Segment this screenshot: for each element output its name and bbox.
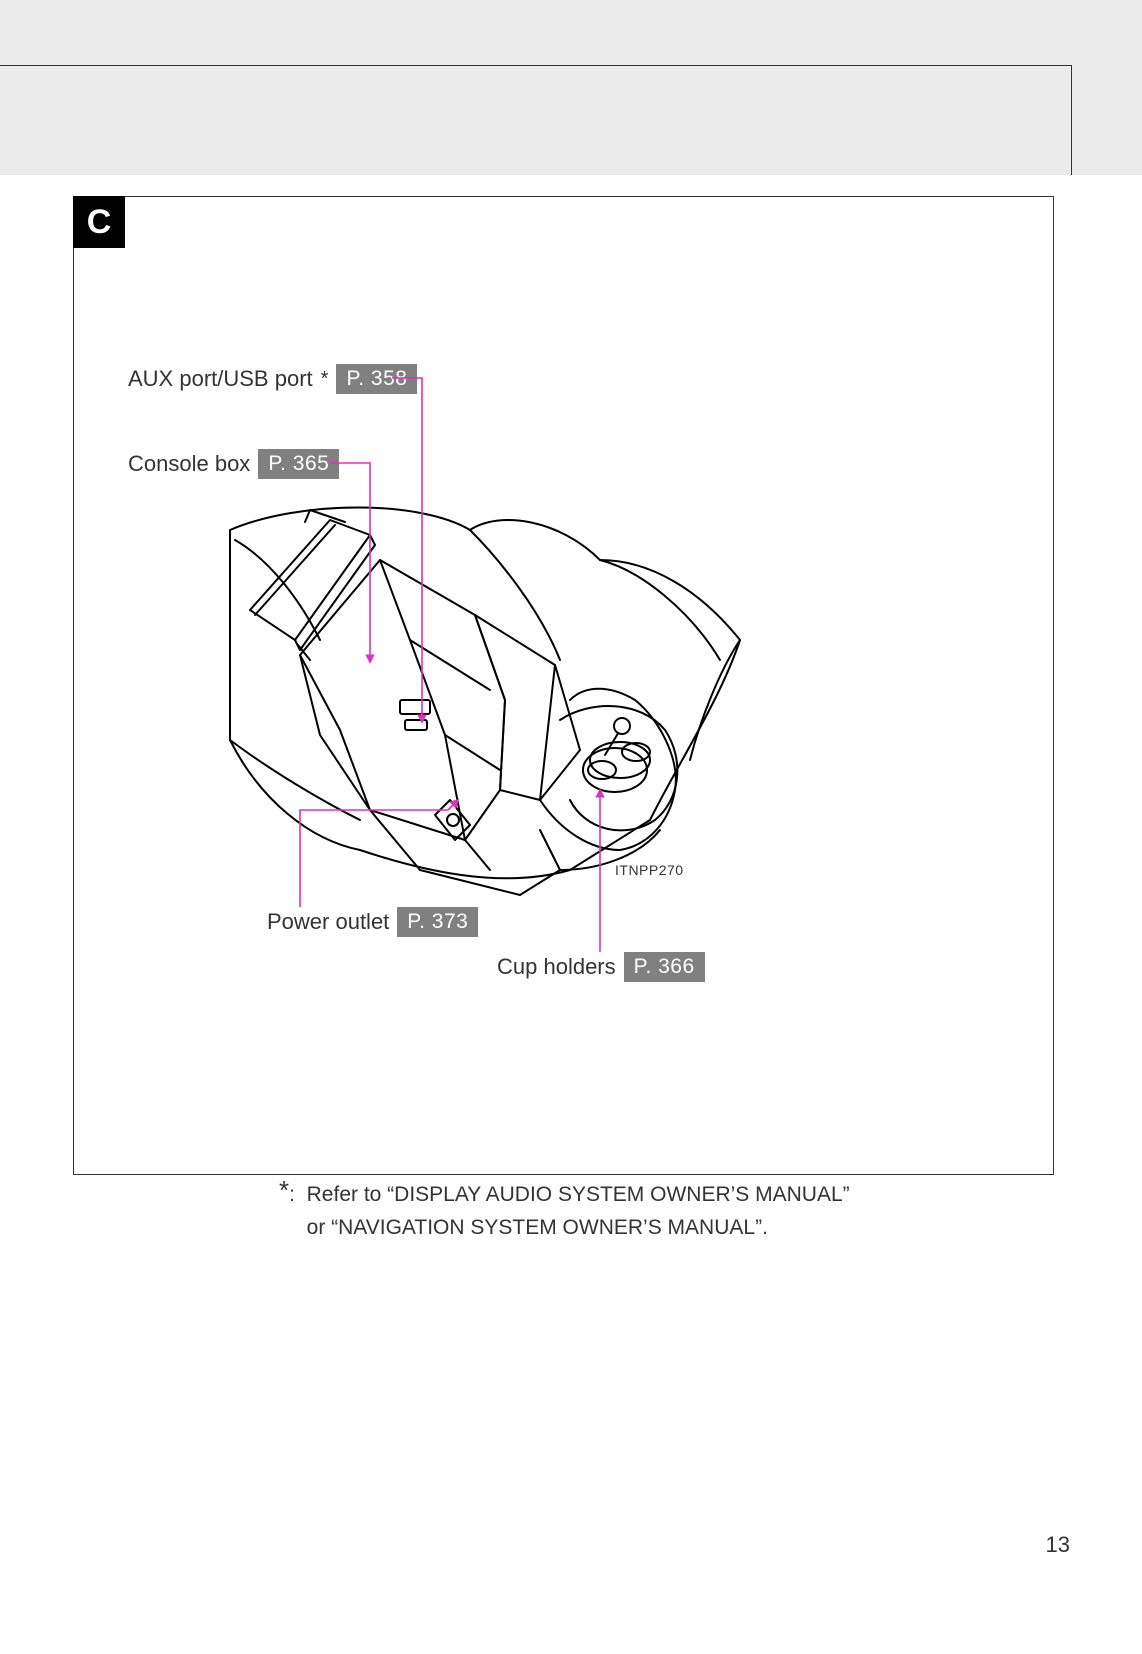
section-letter-badge: C xyxy=(73,196,125,248)
diagram-box xyxy=(73,196,1054,1175)
callout-cup: Cup holders P. 366 xyxy=(497,952,705,982)
page-ref-aux: P. 358 xyxy=(336,364,417,394)
image-code: ITNPP270 xyxy=(615,862,684,878)
callout-power-label: Power outlet xyxy=(267,909,389,935)
page-ref-console: P. 365 xyxy=(258,449,339,479)
callout-cup-label: Cup holders xyxy=(497,954,616,980)
footnote-text-2: or “NAVIGATION SYSTEM OWNER’S MANUAL”. xyxy=(307,1216,768,1239)
footnote-text-1: Refer to “DISPLAY AUDIO SYSTEM OWNER’S M… xyxy=(307,1183,850,1206)
callout-console: Console box P. 365 xyxy=(128,449,339,479)
callout-power: Power outlet P. 373 xyxy=(267,907,478,937)
footnote: *: Refer to “DISPLAY AUDIO SYSTEM OWNER’… xyxy=(279,1176,1069,1241)
footnote-marker: * xyxy=(279,1175,289,1205)
callout-console-label: Console box xyxy=(128,451,250,477)
callout-aux-label: AUX port/USB port xyxy=(128,366,313,392)
callout-aux: AUX port/USB port* P. 358 xyxy=(128,364,417,394)
page-ref-power: P. 373 xyxy=(397,907,478,937)
page-ref-cup: P. 366 xyxy=(624,952,705,982)
page-number: 13 xyxy=(1046,1532,1070,1558)
footnote-colon: : xyxy=(289,1183,307,1206)
